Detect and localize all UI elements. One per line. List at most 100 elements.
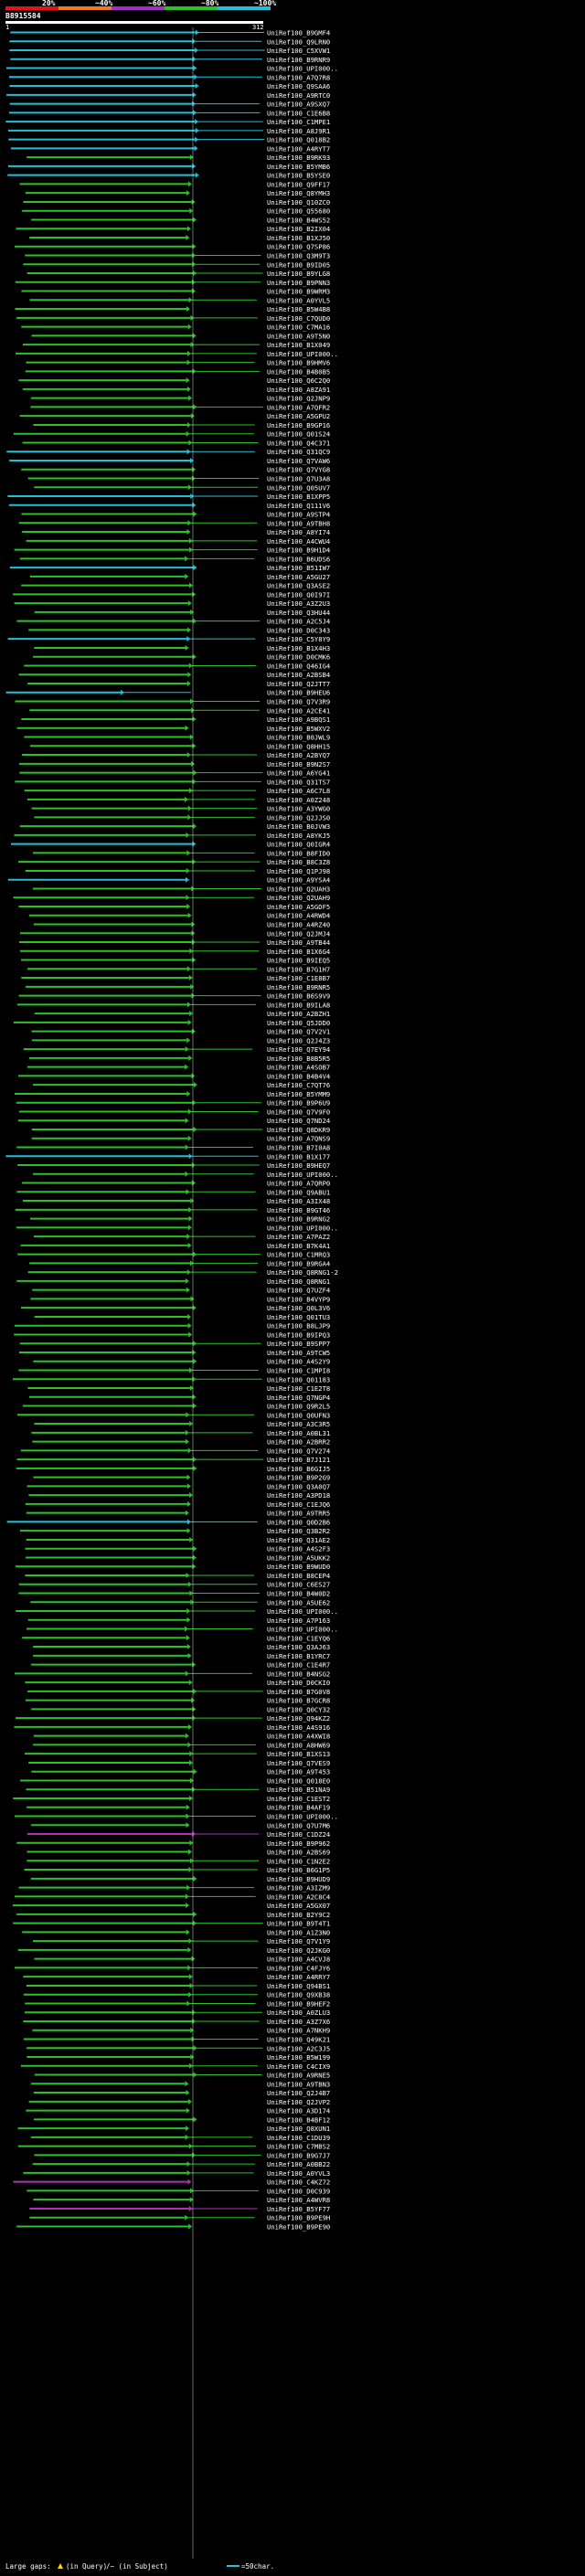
hit-label[interactable]: UniRef100_B8B5R5 [267,1055,330,1063]
hit-label[interactable]: UniRef100_B4VYP9 [267,1295,330,1303]
hit-row[interactable]: UniRef100_B9WRM3 [21,288,330,296]
hit-label[interactable]: UniRef100_B4B4V4 [267,1072,330,1080]
hit-row[interactable]: UniRef100_C1MPI8 [18,1367,330,1375]
hit-row[interactable]: UniRef100_A4WVR8 [33,2196,330,2204]
hit-label[interactable]: UniRef100_C1E8B7 [267,974,330,982]
hit-row[interactable]: UniRef100_A3IX48 [22,1197,330,1205]
hit-row[interactable]: UniRef100_C7MA16 [21,323,330,332]
hit-label[interactable]: UniRef100_Q94KZ2 [267,1714,330,1723]
hit-row[interactable]: UniRef100_B4B4V4 [18,1072,330,1080]
hit-row[interactable]: UniRef100_A0BB22 [32,2160,331,2168]
hit-row[interactable]: UniRef100_A4RZ40 [33,921,330,929]
hit-label[interactable]: UniRef100_B7K4A1 [267,1242,330,1250]
hit-row[interactable]: UniRef100_B8FID0 [33,849,330,857]
hit-row[interactable]: UniRef100_B9P2G9 [33,1474,330,1482]
hit-label[interactable]: UniRef100_B9YLG8 [267,270,330,278]
hit-row[interactable]: UniRef100_A6YG41 [19,769,330,778]
hit-row[interactable]: UniRef100_A4XWI8 [33,1733,330,1741]
hit-row[interactable]: UniRef100_Q7V3R9 [15,698,330,706]
hit-label[interactable]: UniRef100_B1YRC7 [267,1652,330,1660]
hit-row[interactable]: UniRef100_B2IX04 [16,225,331,233]
hit-label[interactable]: UniRef100_B9ID05 [267,260,330,269]
hit-label[interactable]: UniRef100_B4W0D2 [267,1590,330,1598]
hit-row[interactable]: UniRef100_B7GCR8 [25,1697,330,1705]
hit-row[interactable]: UniRef100_B5YMB6 [7,163,330,171]
hit-row[interactable]: UniRef100_C6ES27 [18,1581,331,1589]
hit-row[interactable]: UniRef100_C1EJQ6 [25,1500,330,1509]
hit-label[interactable]: UniRef100_B5YMB6 [267,163,330,171]
hit-row[interactable]: UniRef100_B9ILA8 [16,1001,330,1009]
hit-label[interactable]: UniRef100_Q3M9T3 [267,252,330,260]
hit-label[interactable]: UniRef100_D0C939 [267,2187,330,2195]
hit-label[interactable]: UniRef100_Q31QC9 [267,448,330,456]
hit-label[interactable]: UniRef100_A2BYQ7 [267,751,330,759]
hit-label[interactable]: UniRef100_A9SXQ7 [267,101,330,109]
hit-row[interactable]: UniRef100_B9HEF2 [25,1999,330,2008]
hit-row[interactable]: UniRef100_B9RK93 [27,154,330,162]
hit-row[interactable]: UniRef100_UPI000.. [15,350,338,358]
hit-row[interactable]: UniRef100_B9GMF4 [10,29,330,37]
hit-row[interactable]: UniRef100_B1X6G4 [19,948,330,956]
hit-row[interactable]: UniRef100_A5GU27 [29,573,330,581]
hit-row[interactable]: UniRef100_A7QFR2 [30,403,330,411]
hit-label[interactable]: UniRef100_A2C5J4 [267,618,330,626]
hit-label[interactable]: UniRef100_B9RGA4 [267,1259,330,1267]
hit-row[interactable]: UniRef100_UPI000.. [16,1224,338,1232]
hit-label[interactable]: UniRef100_B7G0V8 [267,1688,330,1696]
hit-label[interactable]: UniRef100_B9IEQ5 [267,957,330,965]
hit-row[interactable]: UniRef100_A7NKH9 [32,2027,330,2035]
hit-row[interactable]: UniRef100_D0CMK6 [33,653,330,662]
hit-row[interactable]: UniRef100_Q2J4B7 [33,2089,330,2097]
hit-label[interactable]: UniRef100_UPI000.. [267,65,338,73]
hit-row[interactable]: UniRef100_UPI000.. [33,1171,338,1179]
hit-label[interactable]: UniRef100_Q9LRN0 [267,37,330,46]
hit-label[interactable]: UniRef100_A8ZA91 [267,386,330,394]
hit-row[interactable]: UniRef100_A1Z3N0 [22,1928,330,1936]
hit-row[interactable]: UniRef100_C5Y8Y9 [7,635,331,643]
hit-row[interactable]: UniRef100_B6GIJ5 [16,1465,330,1473]
hit-label[interactable]: UniRef100_A7NKH9 [267,2027,330,2035]
hit-label[interactable]: UniRef100_A6YG41 [267,769,330,778]
hit-row[interactable]: UniRef100_B6S9V9 [18,992,331,1001]
hit-row[interactable]: UniRef100_B7K4A1 [20,1242,331,1250]
hit-row[interactable]: UniRef100_A8ZA91 [22,386,330,394]
hit-label[interactable]: UniRef100_A2C8C4 [267,1892,330,1901]
hit-label[interactable]: UniRef100_Q2JTT7 [267,680,330,688]
hit-label[interactable]: UniRef100_Q9XB38 [267,1991,330,1999]
hit-row[interactable]: UniRef100_A8YKJ5 [14,832,331,840]
hit-label[interactable]: UniRef100_A7QNS9 [267,1135,330,1143]
hit-label[interactable]: UniRef100_A3YWG0 [267,805,330,813]
hit-row[interactable]: UniRef100_Q01S24 [13,430,330,439]
hit-label[interactable]: UniRef100_A3Z2U3 [267,599,330,608]
hit-label[interactable]: UniRef100_A4WVR8 [267,2196,330,2204]
hit-label[interactable]: UniRef100_A4RRY7 [267,1973,330,1981]
hit-label[interactable]: UniRef100_A4RZ40 [267,921,330,929]
hit-row[interactable]: UniRef100_A3C3R5 [34,1420,330,1428]
hit-row[interactable]: UniRef100_B1XS13 [24,1750,330,1758]
hit-row[interactable]: UniRef100_A3D174 [26,2107,330,2115]
hit-label[interactable]: UniRef100_Q05UV7 [267,483,330,492]
hit-label[interactable]: UniRef100_A7QFR2 [267,403,330,411]
hit-label[interactable]: UniRef100_B51IW7 [267,564,330,572]
hit-row[interactable]: UniRef100_B8C3Z8 [17,858,330,866]
hit-label[interactable]: UniRef100_B9P962 [267,1839,330,1848]
hit-label[interactable]: UniRef100_D0CMK6 [267,653,330,662]
hit-label[interactable]: UniRef100_C1EJQ6 [267,1500,330,1509]
hit-label[interactable]: UniRef100_Q111V6 [267,502,330,510]
hit-row[interactable]: UniRef100_A2BRR2 [32,1438,330,1447]
hit-row[interactable]: UniRef100_C1E8B7 [21,974,330,982]
hit-row[interactable]: UniRef100_UPI000.. [14,1813,338,1821]
hit-row[interactable]: UniRef100_B5YMM9 [15,1090,330,1098]
hit-label[interactable]: UniRef100_A3C3R5 [267,1420,330,1428]
hit-label[interactable]: UniRef100_Q7V9F0 [267,1108,330,1116]
hit-row[interactable]: UniRef100_Q0D2B6 [6,1518,331,1526]
hit-row[interactable]: UniRef100_B6G1P5 [24,1866,330,1874]
hit-label[interactable]: UniRef100_B1X177 [267,1152,330,1161]
hit-label[interactable]: UniRef100_A5GU27 [267,573,330,581]
hit-row[interactable]: UniRef100_Q3B2R2 [19,1527,330,1535]
hit-label[interactable]: UniRef100_UPI000.. [267,1607,338,1616]
hit-row[interactable]: UniRef100_A4S2Y9 [33,1358,330,1366]
hit-row[interactable]: UniRef100_C1EST2 [13,1795,330,1803]
hit-label[interactable]: UniRef100_B9WUD0 [267,1563,330,1571]
hit-label[interactable]: UniRef100_Q7U7M6 [267,1821,330,1829]
